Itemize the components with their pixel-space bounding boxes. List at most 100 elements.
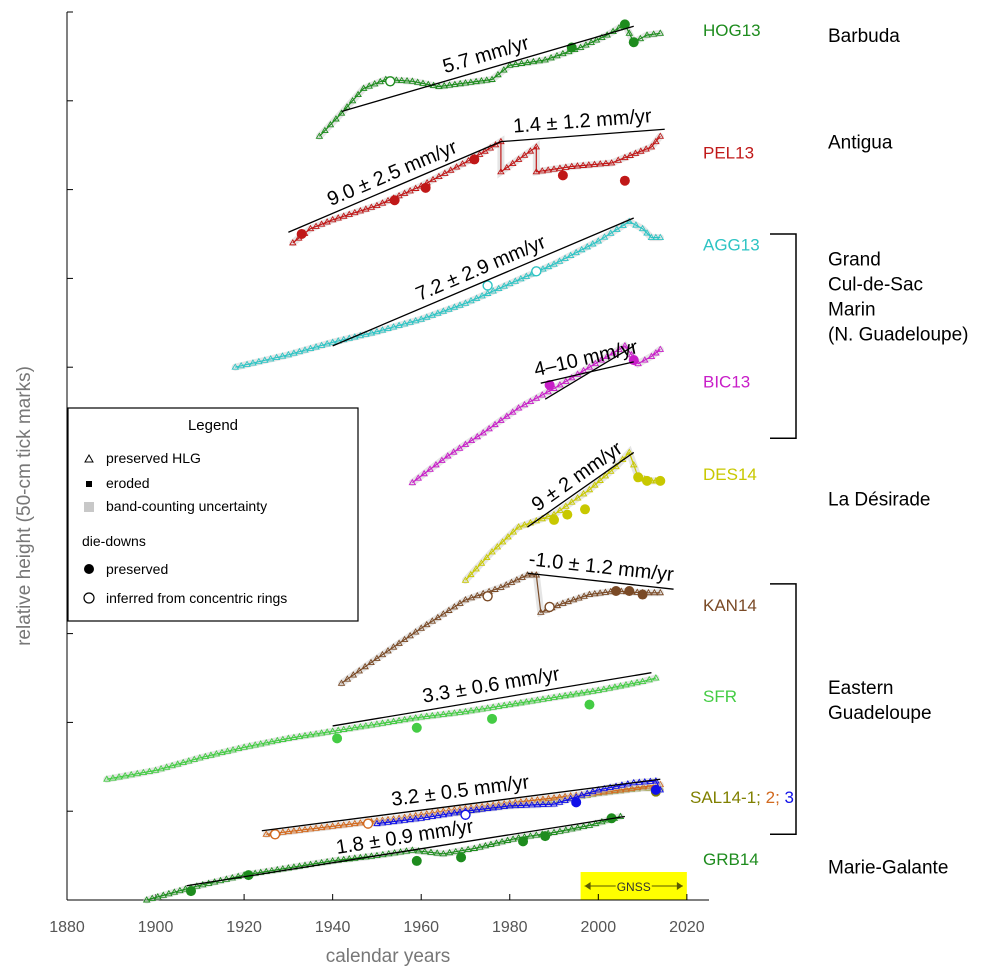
- hlg-marker: [458, 160, 467, 167]
- hlg-marker: [472, 294, 481, 301]
- hlg-marker: [472, 77, 480, 85]
- hlg-marker: [561, 691, 569, 699]
- hlg-marker: [632, 221, 640, 228]
- hlg-marker: [567, 373, 576, 381]
- hlg-marker: [370, 80, 379, 87]
- hlg-marker: [544, 262, 553, 270]
- trend-line: [527, 451, 635, 528]
- hlg-marker: [616, 812, 625, 819]
- hlg-marker: [520, 400, 529, 408]
- hlg-marker: [539, 695, 547, 702]
- hlg-marker: [535, 56, 544, 64]
- hlg-marker: [526, 147, 535, 154]
- station-label: KAN14: [703, 596, 757, 615]
- hlg-marker: [362, 330, 370, 337]
- hlg-marker: [278, 352, 287, 359]
- die-down-preserved: [580, 504, 591, 515]
- series-pel13: [289, 132, 665, 247]
- hlg-marker: [544, 387, 552, 395]
- hlg-marker: [504, 533, 512, 540]
- hlg-marker: [483, 289, 492, 296]
- hlg-marker: [596, 476, 604, 483]
- hlg-marker: [649, 30, 658, 37]
- hlg-marker: [439, 307, 448, 314]
- hlg-marker: [511, 60, 520, 67]
- hlg-marker: [356, 207, 365, 214]
- hlg-marker: [561, 796, 569, 803]
- hlg-marker: [400, 715, 409, 723]
- hlg-marker: [451, 80, 459, 87]
- hlg-marker: [485, 424, 493, 432]
- hlg-marker: [389, 323, 398, 330]
- hlg-marker: [556, 827, 564, 834]
- die-down-inferred: [362, 818, 374, 829]
- hlg-marker: [544, 694, 553, 701]
- hlg-marker: [522, 272, 531, 279]
- gnss-label-bg: [615, 879, 652, 893]
- hlg-marker: [472, 706, 481, 713]
- hlg-marker: [606, 467, 615, 474]
- hlg-marker: [526, 397, 535, 404]
- hlg-marker: [339, 821, 348, 828]
- hlg-marker: [643, 229, 651, 236]
- x-tick-label: 1900: [138, 919, 174, 936]
- trend-line: [540, 361, 634, 384]
- hlg-marker: [413, 78, 422, 85]
- hlg-marker: [529, 57, 538, 65]
- hlg-marker: [312, 824, 320, 831]
- x-tick-label: 1940: [315, 919, 351, 936]
- legend-filled-circle: [84, 564, 94, 574]
- hlg-marker: [467, 806, 475, 813]
- trend-line: [261, 778, 661, 832]
- hlg-marker: [611, 683, 619, 690]
- hlg-marker: [411, 628, 420, 635]
- hlg-marker: [362, 853, 370, 860]
- station-label: AGG13: [703, 236, 760, 255]
- hlg-marker: [345, 820, 354, 827]
- hlg-marker: [198, 880, 207, 888]
- hlg-marker: [500, 701, 509, 708]
- hlg-marker: [439, 710, 448, 717]
- die-down-preserved: [544, 379, 555, 390]
- hlg-marker: [631, 149, 640, 156]
- die-down-inferred: [460, 809, 471, 820]
- hlg-marker: [626, 151, 634, 158]
- hlg-marker: [539, 800, 547, 807]
- hlg-marker: [550, 693, 558, 700]
- hlg-marker: [317, 220, 326, 227]
- hlg-marker: [395, 639, 403, 646]
- hlg-marker: [345, 855, 354, 862]
- hlg-marker: [373, 201, 381, 209]
- hlg-marker: [517, 698, 525, 706]
- hlg-marker: [345, 210, 354, 217]
- hlg-marker: [596, 589, 604, 596]
- hlg-marker: [538, 167, 547, 174]
- hlg-marker: [456, 599, 464, 606]
- hlg-marker: [306, 344, 315, 352]
- hlg-marker: [301, 731, 309, 739]
- hlg-marker: [306, 224, 315, 232]
- hlg-marker: [645, 782, 653, 789]
- hlg-marker: [323, 728, 331, 735]
- die-down-preserved: [332, 733, 343, 744]
- hlg-marker: [190, 755, 199, 762]
- x-tick-label: 1880: [49, 919, 85, 936]
- station-label: GRB14: [703, 850, 759, 869]
- hlg-marker: [451, 847, 460, 855]
- hlg-marker: [450, 603, 459, 610]
- die-down-preserved: [611, 585, 622, 596]
- hlg-marker: [483, 704, 492, 711]
- hlg-marker: [585, 821, 594, 828]
- hlg-marker: [556, 164, 564, 171]
- hlg-marker: [427, 848, 435, 855]
- hlg-marker: [572, 248, 580, 256]
- hlg-marker: [536, 608, 545, 615]
- hlg-marker: [434, 711, 442, 718]
- hlg-marker: [397, 76, 406, 84]
- hlg-marker: [606, 783, 614, 790]
- hlg-marker: [400, 189, 409, 196]
- hlg-marker: [600, 233, 609, 240]
- hlg-marker: [497, 416, 505, 423]
- hlg-marker: [622, 785, 630, 792]
- die-down-preserved: [557, 170, 568, 181]
